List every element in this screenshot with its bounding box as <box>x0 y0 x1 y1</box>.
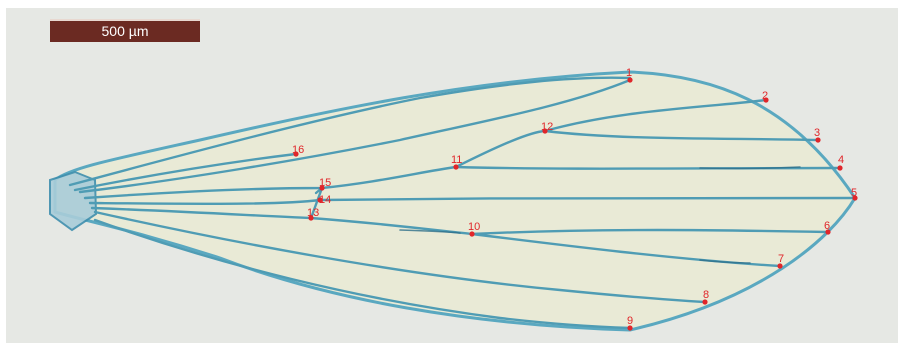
landmark-label: 1 <box>626 67 632 79</box>
landmark-dot <box>763 97 769 103</box>
landmark-label: 9 <box>627 315 633 327</box>
vein-radial-5 <box>88 196 857 206</box>
vein-radial-4 <box>83 165 842 200</box>
landmark-label: 4 <box>838 154 844 166</box>
landmark-dot <box>852 195 858 201</box>
landmark-dot <box>825 229 831 235</box>
landmark-dot <box>469 231 475 237</box>
vein-dark-segment <box>699 259 751 264</box>
landmark-dot <box>319 185 325 191</box>
scale-bar: 500 µm <box>50 19 200 42</box>
landmark-label: 7 <box>778 253 784 265</box>
landmark-label: 16 <box>292 144 304 156</box>
wing-base <box>49 170 98 232</box>
landmark-dot <box>837 165 843 171</box>
scale-bar-label: 500 µm <box>101 23 149 39</box>
landmark-dot <box>627 325 633 331</box>
vein-medial-1 <box>90 206 830 236</box>
landmark-label: 10 <box>468 221 480 233</box>
landmark-dot <box>308 215 314 221</box>
vein-subcostal <box>73 152 298 192</box>
vein-cubital <box>93 210 707 304</box>
vein-costal <box>68 76 632 187</box>
landmark-dot <box>453 164 459 170</box>
landmark-label: 8 <box>703 289 709 301</box>
landmark-dot <box>815 137 821 143</box>
landmark-label: 5 <box>851 187 857 199</box>
vein-radial-2 <box>454 98 768 169</box>
landmark-dot <box>702 299 708 305</box>
landmark-dot <box>777 263 783 269</box>
vein-radial-3 <box>543 129 820 142</box>
landmark-label: 12 <box>541 121 553 133</box>
landmark-label: 14 <box>319 194 331 206</box>
landmark-label: 2 <box>762 90 768 102</box>
landmark-label: 3 <box>814 127 820 139</box>
landmark-label: 15 <box>319 177 331 189</box>
vein-radial-1 <box>78 78 632 194</box>
landmark-label: 13 <box>307 207 319 219</box>
landmark-dot <box>293 151 299 157</box>
vein-dark-segment <box>699 166 801 170</box>
landmark-dot <box>317 197 323 203</box>
landmark-dot <box>627 77 633 83</box>
landmark-dot <box>542 128 548 134</box>
vein-dark-segment <box>399 229 461 234</box>
vein-anal <box>93 218 632 330</box>
landmark-label: 6 <box>824 220 830 232</box>
landmark-label: 11 <box>451 154 462 166</box>
landmark-dots <box>293 77 858 331</box>
